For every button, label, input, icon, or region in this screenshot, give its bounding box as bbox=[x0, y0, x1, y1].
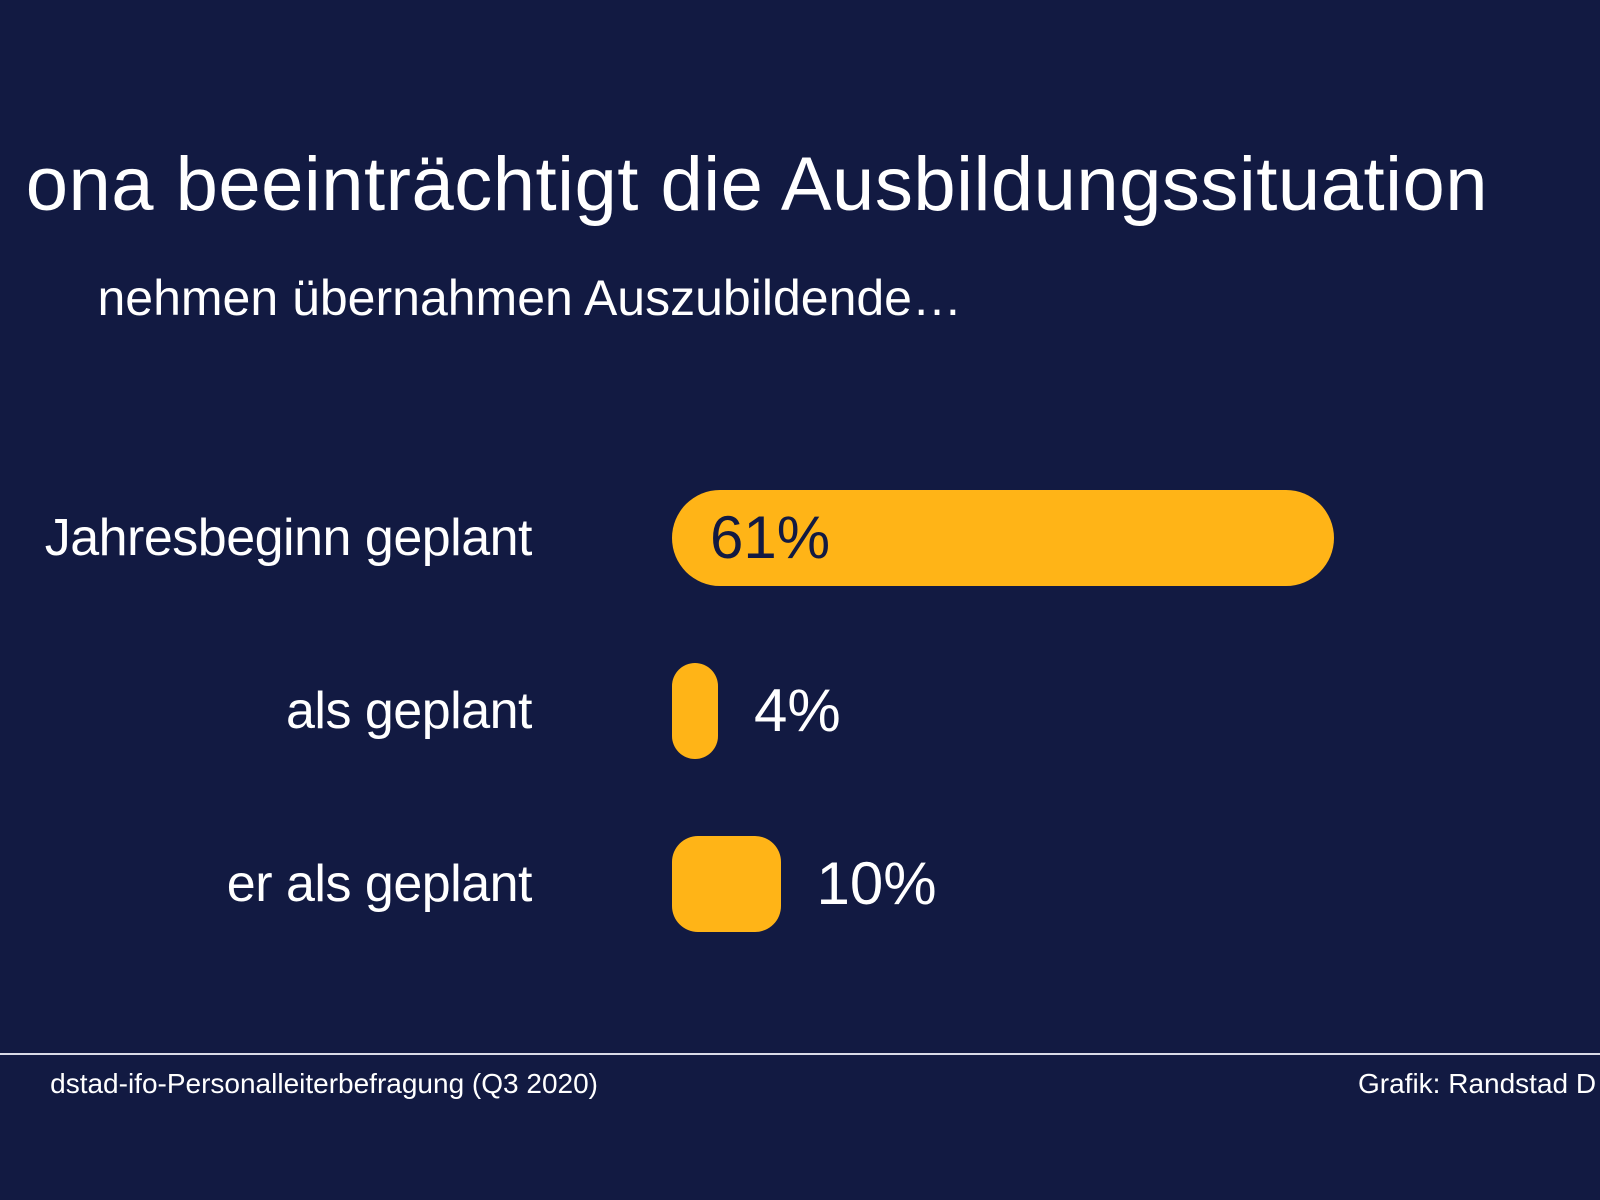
category-label-text: Jahresbeginn geplant bbox=[44, 509, 532, 567]
category-label: er als geplant bbox=[0, 849, 532, 919]
category-label: Jahresbeginn geplant bbox=[0, 503, 532, 573]
footer-credit: Grafik: Randstad D bbox=[1340, 1064, 1600, 1104]
data-label: 10% bbox=[816, 850, 937, 917]
data-label: 4% bbox=[754, 677, 841, 744]
bar bbox=[672, 836, 781, 932]
credit-text: Grafik: Randstad D bbox=[1358, 1068, 1597, 1099]
source-text: dstad-ifo-Personalleiterbefragung (Q3 20… bbox=[50, 1068, 598, 1099]
footer-source: dstad-ifo-Personalleiterbefragung (Q3 20… bbox=[0, 1064, 600, 1104]
category-label-text: als geplant bbox=[285, 682, 532, 740]
chart-title-text: ona beeinträchtigt die Ausbildungssituat… bbox=[25, 142, 1488, 227]
bar bbox=[672, 490, 1334, 586]
bar bbox=[672, 663, 718, 759]
chart-subtitle: nehmen übernahmen Auszubildende… bbox=[0, 268, 1600, 328]
footer-divider bbox=[0, 1053, 1600, 1055]
chart-subtitle-text: nehmen übernahmen Auszubildende… bbox=[97, 270, 962, 326]
data-label: 61% bbox=[710, 504, 831, 571]
category-label: als geplant bbox=[0, 676, 532, 746]
chart-title: ona beeinträchtigt die Ausbildungssituat… bbox=[0, 140, 1600, 230]
category-label-text: er als geplant bbox=[226, 855, 532, 913]
